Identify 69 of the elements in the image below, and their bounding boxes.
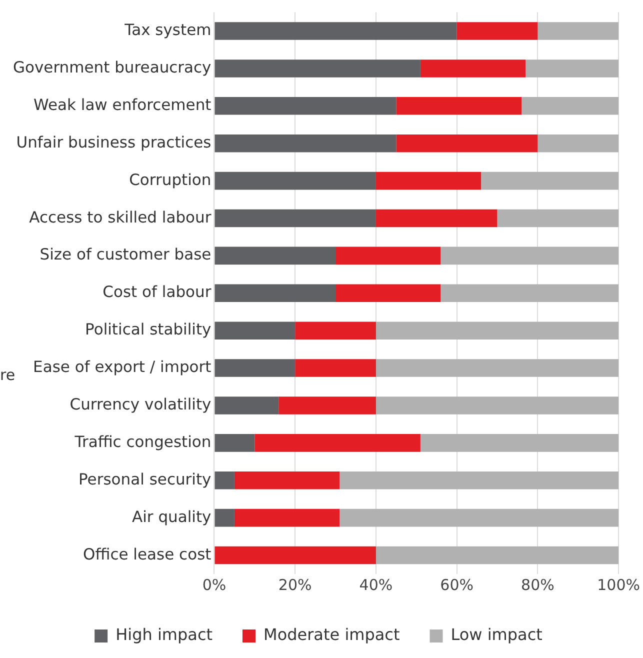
y-tick-label: Government bureaucracy <box>12 58 212 76</box>
y-tick-label: Traffic congestion <box>74 432 212 451</box>
x-tick-label: 40% <box>359 576 393 594</box>
text: re <box>0 366 16 384</box>
bar <box>440 284 619 302</box>
bar <box>254 434 420 452</box>
bar <box>456 22 538 40</box>
bar <box>214 434 255 452</box>
bar <box>295 359 376 377</box>
bar <box>396 134 538 152</box>
x-tick-label: 60% <box>440 576 474 594</box>
bar <box>340 471 619 490</box>
bar <box>214 284 336 302</box>
bar <box>420 434 619 452</box>
y-tick-label: Cost of labour <box>102 283 212 302</box>
x-tick-label: 0% <box>202 576 226 594</box>
bar <box>336 246 441 265</box>
bar <box>497 209 619 228</box>
y-tick-label: Tax system <box>124 21 212 40</box>
bar <box>396 97 522 115</box>
x-tick-label: 80% <box>521 576 554 594</box>
bar <box>214 359 296 377</box>
y-tick-label: Size of customer base <box>40 246 212 264</box>
bar <box>214 246 336 265</box>
bar <box>295 322 376 340</box>
legend-label: High impact <box>116 625 213 644</box>
y-tick-label: Ease of export / import <box>33 358 212 376</box>
legend-label: Low impact <box>450 625 542 644</box>
y-tick-label: Office lease cost <box>83 545 212 564</box>
bar <box>538 134 619 152</box>
y-tick-label: Weak law enforcement <box>34 96 212 114</box>
bar <box>214 134 396 152</box>
bar <box>522 97 619 115</box>
bar <box>278 396 376 414</box>
bar <box>376 546 619 564</box>
bar <box>214 508 234 527</box>
bar <box>214 97 396 115</box>
legend-label: Moderate impact <box>264 625 400 644</box>
bar <box>336 284 441 302</box>
y-tick-label: Personal security <box>78 470 212 488</box>
bar <box>214 322 296 340</box>
bar <box>214 60 420 78</box>
y-tick-label: Political stability <box>85 320 212 339</box>
y-tick-label: Air quality <box>132 508 212 526</box>
bar <box>376 359 619 377</box>
bar <box>214 209 376 228</box>
bar <box>234 508 340 527</box>
bar <box>214 396 279 414</box>
x-tick-label: 20% <box>278 576 312 594</box>
bar <box>376 396 619 414</box>
bar <box>214 172 376 190</box>
bar <box>234 471 340 490</box>
x-tick-label: 100% <box>597 576 640 594</box>
bar <box>214 546 376 564</box>
bar <box>481 172 619 190</box>
y-tick-label: Corruption <box>129 170 212 189</box>
y-tick-label: Currency volatility <box>70 396 212 414</box>
y-tick-label: Access to skilled labour <box>29 208 212 226</box>
bar <box>340 508 619 527</box>
bar <box>376 209 498 228</box>
bar <box>440 246 619 265</box>
bar <box>538 22 619 40</box>
bar <box>376 172 482 190</box>
bar <box>376 322 619 340</box>
y-tick-label: Unfair business practices <box>16 133 212 152</box>
bar <box>214 471 234 490</box>
bar <box>526 60 619 78</box>
bar <box>420 60 526 78</box>
bar <box>214 22 457 40</box>
